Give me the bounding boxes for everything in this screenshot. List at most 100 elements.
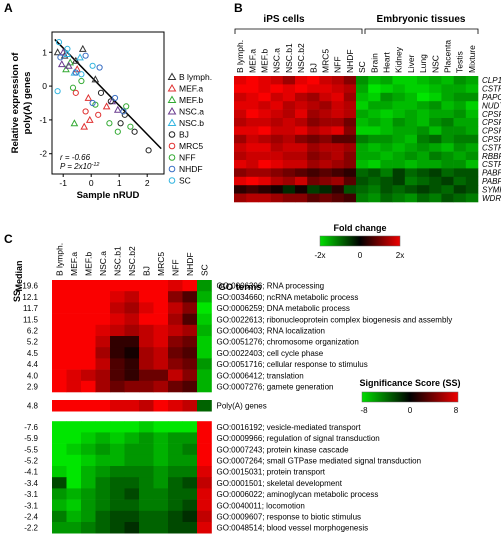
row-label: CSTF1 xyxy=(482,143,501,152)
heatmap-cell xyxy=(153,443,169,456)
heatmap-cell xyxy=(124,477,140,489)
legend-marker xyxy=(168,165,176,173)
column-label: NHDF xyxy=(345,49,355,73)
ss-median-value: 11.7 xyxy=(23,304,39,313)
heatmap-cell xyxy=(295,101,308,110)
heatmap-cell xyxy=(453,118,467,127)
row-label: CPSF3 xyxy=(482,127,501,136)
legend-marker xyxy=(168,142,176,150)
heatmap-cell xyxy=(356,101,369,110)
heatmap-cell xyxy=(139,466,154,478)
heatmap-cell xyxy=(331,84,345,94)
heatmap-cell xyxy=(124,510,140,523)
row-label: RBBP6 xyxy=(482,152,501,161)
heatmap-cell xyxy=(52,302,67,314)
data-point-triangle xyxy=(64,61,73,69)
ss-median-value: -3.1 xyxy=(24,501,38,510)
heatmap-cell xyxy=(270,101,284,110)
heatmap-cell xyxy=(234,76,247,85)
heatmap-cell xyxy=(168,358,183,370)
heatmap-cell xyxy=(168,380,183,393)
heatmap-cell xyxy=(343,84,357,94)
heatmap-cell xyxy=(124,499,140,512)
heatmap-cell xyxy=(52,358,67,370)
heatmap-cell xyxy=(356,118,369,127)
heatmap-cell xyxy=(95,466,111,478)
heatmap-cell xyxy=(95,369,111,382)
ss-header-line2: Median xyxy=(14,260,24,291)
heatmap-cell xyxy=(441,185,454,194)
column-label: NSC.a xyxy=(272,48,282,73)
row-label: CPSF6 xyxy=(482,135,501,144)
heatmap-cell xyxy=(453,168,467,178)
heatmap-cell xyxy=(197,313,212,326)
heatmap-cell xyxy=(52,477,67,489)
y-axis-label-line2: poly(A) genes xyxy=(22,72,33,135)
heatmap-cell xyxy=(453,134,467,144)
heatmap-cell xyxy=(392,160,406,169)
go-term-label: Poly(A) genes xyxy=(217,402,267,411)
heatmap-cell xyxy=(168,280,183,292)
heatmap-cell xyxy=(429,185,442,194)
heatmap-cell xyxy=(282,176,296,186)
heatmap-cell xyxy=(81,499,96,512)
heatmap-cell xyxy=(95,454,111,467)
heatmap-cell xyxy=(110,369,125,382)
heatmap-cell xyxy=(246,151,259,161)
heatmap-cell xyxy=(246,168,259,178)
heatmap-cell xyxy=(168,347,183,359)
heatmap-cell xyxy=(282,92,296,102)
heatmap-cell xyxy=(197,380,212,393)
fold-change-title: Fold change xyxy=(333,223,386,233)
heatmap-cell xyxy=(270,143,284,152)
heatmap-cell xyxy=(429,134,442,144)
heatmap-cell xyxy=(153,454,169,467)
column-label: NFF xyxy=(333,56,343,73)
heatmap-cell xyxy=(110,510,125,523)
heatmap-cell xyxy=(307,118,320,127)
heatmap-cell xyxy=(368,92,381,102)
heatmap-cell xyxy=(343,92,357,102)
go-term-label: GO:0022613; ribonucleoprotein complex bi… xyxy=(217,315,453,324)
data-point-circle xyxy=(72,89,79,96)
heatmap-cell xyxy=(453,143,467,152)
ss-median-value: -5.2 xyxy=(24,457,38,466)
heatmap-cell xyxy=(441,92,454,102)
x-tick-label: 0 xyxy=(89,178,94,188)
heatmap-cell xyxy=(356,168,369,178)
heatmap-cell xyxy=(81,421,96,433)
heatmap-cell xyxy=(404,160,418,169)
heatmap-cell xyxy=(282,168,296,178)
heatmap-cell xyxy=(168,443,183,456)
go-term-label: GO:0009966; regulation of signal transdu… xyxy=(217,434,380,443)
heatmap-cell xyxy=(52,432,67,444)
heatmap-cell xyxy=(197,421,212,433)
heatmap-cell xyxy=(52,510,67,523)
heatmap-cell xyxy=(307,92,320,102)
heatmap-cell xyxy=(95,400,111,412)
heatmap-cell xyxy=(197,432,212,444)
heatmap-cell xyxy=(197,499,212,512)
heatmap-cell xyxy=(139,302,154,314)
legend-marker xyxy=(168,131,176,138)
heatmap-cell xyxy=(81,454,96,467)
heatmap-cell xyxy=(182,280,198,292)
heatmap-cell xyxy=(343,126,357,136)
heatmap-cell xyxy=(110,347,125,359)
heatmap-cell xyxy=(441,118,454,127)
heatmap-cell xyxy=(417,143,430,152)
heatmap-cell xyxy=(319,176,332,186)
heatmap-cell xyxy=(331,118,345,127)
heatmap-cell xyxy=(246,143,259,152)
heatmap-cell xyxy=(343,109,357,119)
row-label: CPSF1 xyxy=(482,110,501,119)
heatmap-cell xyxy=(331,126,345,136)
column-label: Placenta xyxy=(443,40,453,73)
heatmap-cell xyxy=(81,313,96,326)
heatmap-cell xyxy=(168,302,183,314)
heatmap-cell xyxy=(282,185,296,194)
heatmap-cell xyxy=(429,168,442,178)
heatmap-cell xyxy=(319,151,332,161)
